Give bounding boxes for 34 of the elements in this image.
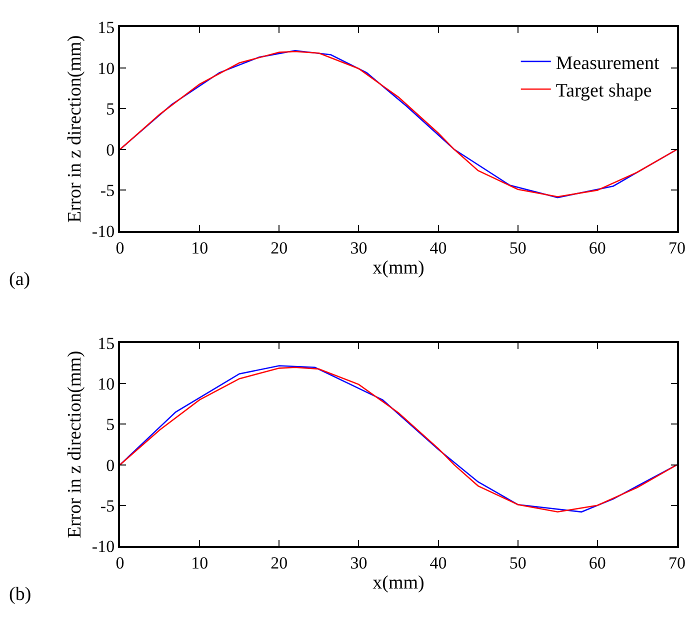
y-tick-label: -5 [100,181,115,200]
x-tick-label: 40 [430,553,447,572]
x-tick-label: 70 [668,238,686,258]
y-tick-label: 10 [98,58,115,78]
y-tick-label: 5 [106,100,115,119]
x-tick-label: 30 [350,238,368,258]
x-tick-label: 60 [588,553,606,572]
x-tick-label: 60 [588,238,606,258]
text: (a) [9,269,30,290]
y-tick-label: 0 [106,456,115,475]
y-tick-label: -10 [92,222,115,241]
legend-label: Target shape [556,80,652,102]
text: (b) [9,584,32,605]
y-tick-label: 10 [98,374,115,394]
y-tick-label: -10 [92,536,115,556]
y-tick-label: -5 [100,496,115,516]
x-tick-label: 70 [668,553,686,572]
x-axis-title: x(mm) [372,258,424,279]
y-axis-title: Error in z direction(mm) [64,35,86,223]
y-tick-label: 0 [106,140,115,160]
legend-label: Measurement [556,52,660,74]
x-tick-label: 50 [509,238,526,258]
x-tick-label: 40 [430,238,447,258]
y-tick-label: 15 [98,334,115,353]
x-tick-label: 30 [350,553,368,572]
x-tick-label: 20 [270,238,288,258]
x-tick-label: 50 [509,553,526,572]
y-axis-title: Error in z direction(mm) [64,350,86,538]
y-tick-label: 5 [106,415,115,434]
x-axis-title: x(mm) [372,572,424,594]
x-tick-label: 20 [270,553,288,572]
y-tick-label: 15 [98,18,115,37]
x-tick-label: 10 [191,553,208,572]
x-tick-label: 10 [191,238,208,258]
